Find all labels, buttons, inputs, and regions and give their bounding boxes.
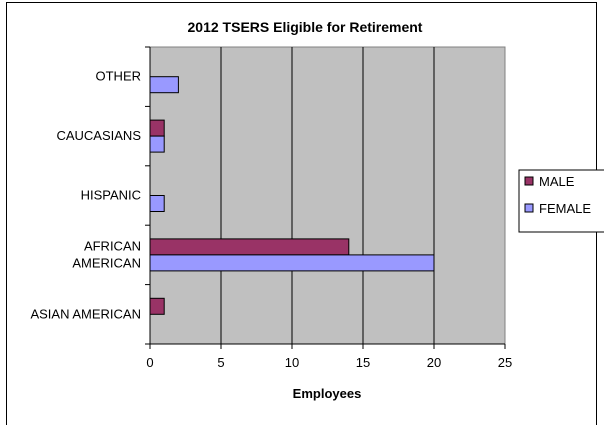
category-label: ASIAN AMERICAN (30, 306, 141, 321)
x-tick-label: 20 (427, 355, 441, 370)
chart-title: 2012 TSERS Eligible for Retirement (188, 19, 423, 35)
x-tick-label: 5 (217, 355, 224, 370)
bar-male-asian-american (149, 297, 165, 315)
bar-female-hispanic (149, 195, 165, 212)
bar-female-african-american (149, 254, 435, 272)
x-tick-label: 0 (146, 355, 153, 370)
bar-female-caucasians (149, 135, 165, 153)
bar-male-african-american (149, 238, 350, 256)
legend-box (518, 169, 604, 233)
plot-area (149, 46, 506, 345)
x-tick-label: 10 (285, 355, 299, 370)
legend-label-male: MALE (539, 174, 575, 189)
category-label: CAUCASIANS (56, 128, 141, 143)
category-label: AFRICAN (84, 238, 141, 253)
x-tick-label: 15 (356, 355, 370, 370)
legend-swatch-male (524, 176, 534, 186)
x-tick-label: 25 (498, 355, 512, 370)
legend-label-female: FEMALE (539, 201, 591, 216)
bar-female-other (149, 76, 179, 94)
x-axis-title: Employees (293, 386, 362, 401)
legend-swatch-female (524, 203, 534, 213)
category-label: AMERICAN (72, 255, 141, 270)
category-label: HISPANIC (81, 188, 141, 203)
category-label: OTHER (96, 69, 142, 84)
bar-male-caucasians (149, 119, 165, 137)
